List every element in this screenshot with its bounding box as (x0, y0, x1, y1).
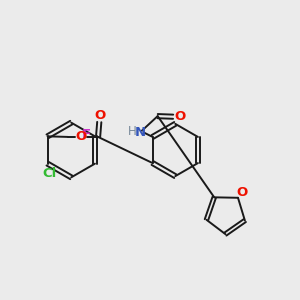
Text: F: F (82, 128, 91, 141)
Text: H: H (128, 125, 136, 138)
Text: O: O (75, 130, 86, 143)
Text: N: N (134, 126, 146, 139)
Text: O: O (94, 109, 106, 122)
Text: O: O (174, 110, 185, 123)
Text: O: O (236, 186, 247, 199)
Text: Cl: Cl (43, 167, 57, 180)
